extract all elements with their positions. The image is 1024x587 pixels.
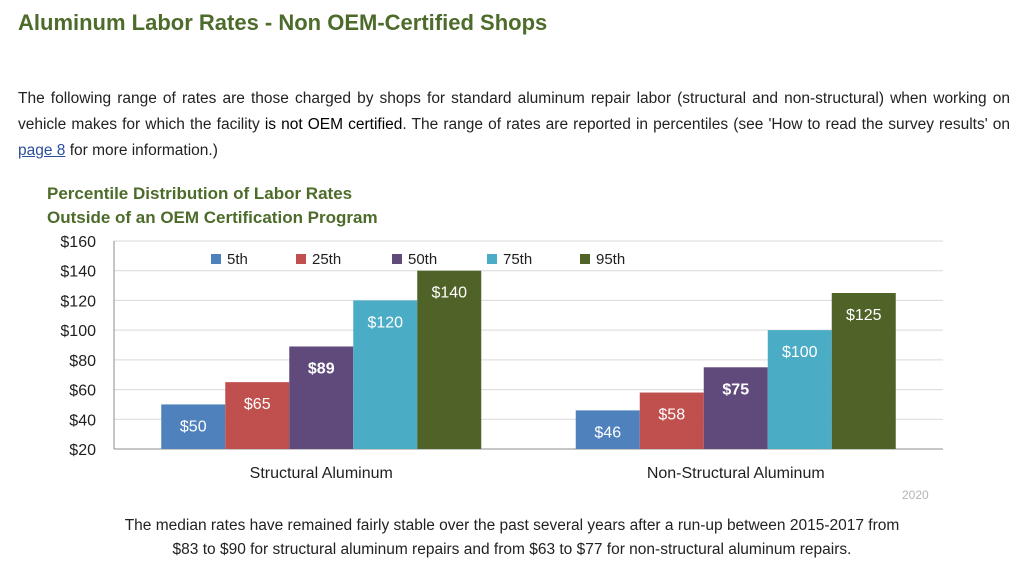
- y-tick-label: $120: [60, 293, 96, 310]
- legend-label-95th: 95th: [596, 251, 625, 268]
- legend-label-50th: 50th: [408, 251, 437, 268]
- y-tick-label: $160: [60, 234, 96, 251]
- footer-line-1: The median rates have remained fairly st…: [124, 517, 900, 534]
- legend-swatch-5th: [211, 254, 221, 264]
- bar-95th-non-structural: [831, 293, 896, 449]
- bar-5th-non-structural: [575, 410, 640, 449]
- footer-line-2: $83 to $90 for structural aluminum repai…: [172, 541, 852, 558]
- category-label: Non-Structural Aluminum: [647, 465, 825, 482]
- data-label: $75: [722, 381, 749, 398]
- chart-title-line-1: Percentile Distribution of Labor Rates: [47, 184, 353, 203]
- y-tick-label: $140: [60, 264, 96, 281]
- data-label: $58: [658, 407, 685, 424]
- footer-summary: The median rates have remained fairly st…: [60, 514, 964, 562]
- legend-swatch-95th: [580, 254, 590, 264]
- bar-95th-structural: [417, 270, 482, 449]
- legend-label-75th: 75th: [503, 251, 532, 268]
- data-label: $50: [180, 418, 207, 435]
- legend-swatch-75th: [487, 254, 497, 264]
- bar-25th-non-structural: [639, 392, 704, 449]
- legend-swatch-50th: [392, 254, 402, 264]
- bar-50th-non-structural: [703, 367, 768, 449]
- data-label: $65: [244, 396, 271, 413]
- category-label: Structural Aluminum: [250, 465, 393, 482]
- data-label: $46: [594, 424, 621, 441]
- intro-text-1: The following range of rates are those c…: [18, 90, 1010, 133]
- year-label: 2020: [902, 488, 929, 502]
- data-label: $89: [308, 360, 335, 377]
- legend-label-5th: 5th: [227, 251, 248, 268]
- legend-swatch-25th: [296, 254, 306, 264]
- page-title: Aluminum Labor Rates - Non OEM-Certified…: [18, 10, 548, 35]
- intro-text-2: . The range of rates are reported in per…: [402, 116, 1010, 133]
- page-8-link[interactable]: page 8: [18, 142, 66, 159]
- data-label: $100: [782, 344, 818, 361]
- data-label: $120: [367, 314, 403, 331]
- legend-label-25th: 25th: [312, 251, 341, 268]
- y-tick-label: $40: [69, 412, 96, 429]
- bar-25th-structural: [225, 382, 290, 449]
- intro-paragraph: The following range of rates are those c…: [18, 86, 1010, 164]
- data-label: $140: [431, 285, 467, 302]
- y-tick-label: $60: [69, 383, 96, 400]
- chart-title-line-2: Outside of an OEM Certification Program: [47, 208, 378, 227]
- bar-75th-non-structural: [767, 330, 832, 449]
- y-tick-label: $100: [60, 323, 96, 340]
- bar-5th-structural: [161, 404, 226, 449]
- bar-50th-structural: [289, 346, 354, 449]
- bar-75th-structural: [353, 300, 418, 449]
- chart-title: Percentile Distribution of Labor Rates O…: [47, 182, 378, 230]
- y-tick-label: $80: [69, 353, 96, 370]
- intro-emphasis: is not OEM certified: [264, 116, 403, 133]
- y-tick-label: $20: [69, 442, 96, 459]
- data-label: $125: [846, 307, 882, 324]
- intro-text-3: for more information.): [65, 142, 218, 159]
